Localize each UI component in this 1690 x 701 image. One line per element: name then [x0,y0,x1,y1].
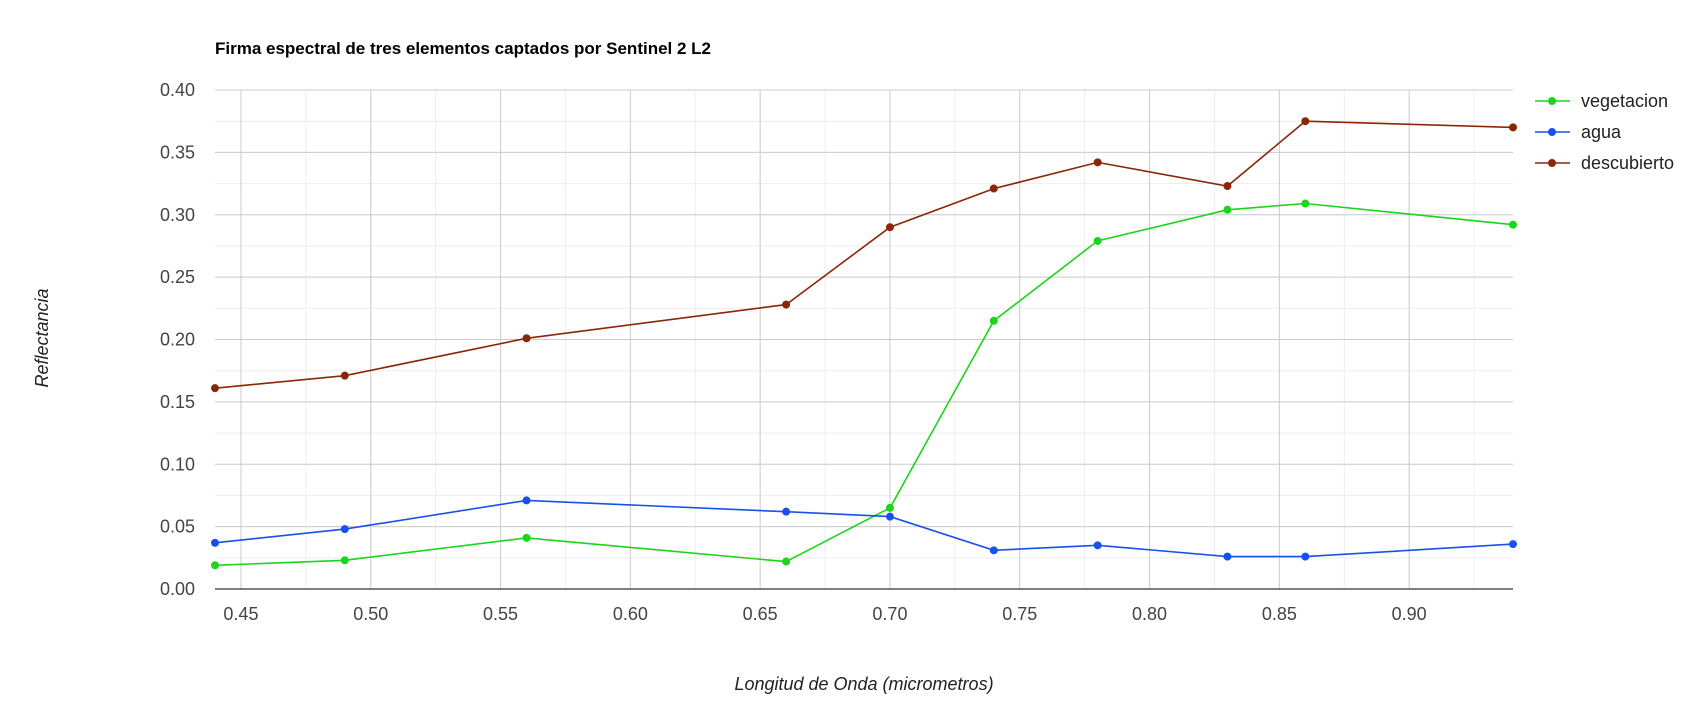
series-line-descubierto [214,120,1514,389]
x-tick-label: 0.85 [1262,604,1297,624]
data-point-descubierto [782,300,791,309]
data-point-agua [1301,552,1310,561]
data-point-descubierto [1223,182,1232,191]
x-tick-label: 0.50 [353,604,388,624]
data-point-agua [211,538,219,547]
data-point-descubierto [989,184,998,193]
x-tick-label: 0.60 [613,604,648,624]
chart-title: Firma espectral de tres elementos captad… [215,39,711,58]
data-point-descubierto [340,371,349,380]
series-vegetacion [211,199,1517,570]
data-point-agua [522,496,531,505]
x-tick-label: 0.65 [743,604,778,624]
data-point-agua [1509,540,1517,549]
data-point-vegetacion [1509,220,1517,229]
data-point-descubierto [1301,117,1310,126]
y-axis-title: Reflectancia [32,288,52,387]
x-axis-title: Longitud de Onda (micrometros) [734,674,993,694]
y-axis-tick-labels: 0.00 0.05 0.10 0.15 0.20 0.25 0.30 0.35 0.40 [160,80,195,599]
x-tick-label: 0.75 [1002,604,1037,624]
legend-label: agua [1581,122,1622,142]
data-point-agua [1093,541,1102,550]
data-point-agua [885,512,894,521]
y-tick-label: 0.20 [160,330,195,350]
y-tick-label: 0.30 [160,205,195,225]
data-point-agua [782,507,791,516]
data-point-descubierto [885,223,894,232]
data-point-descubierto [1509,123,1517,132]
series-line-agua [214,499,1514,558]
y-tick-label: 0.05 [160,517,195,537]
series-line-vegetacion [214,202,1514,567]
series-agua [211,496,1517,561]
legend-label: vegetacion [1581,91,1668,111]
x-tick-label: 0.80 [1132,604,1167,624]
y-tick-label: 0.00 [160,579,195,599]
y-tick-label: 0.35 [160,142,195,162]
legend-item-vegetacion: vegetacion [1535,91,1668,111]
data-point-agua [989,546,998,555]
data-point-vegetacion [782,557,791,566]
data-point-agua [1223,552,1232,561]
x-tick-label: 0.70 [872,604,907,624]
legend-item-agua: agua [1535,122,1622,142]
x-tick-label: 0.55 [483,604,518,624]
data-point-vegetacion [1223,205,1232,214]
data-point-vegetacion [885,503,894,512]
x-tick-label: 0.90 [1392,604,1427,624]
legend-label: descubierto [1581,153,1674,173]
data-point-descubierto [211,384,219,393]
data-point-vegetacion [340,556,349,565]
y-tick-label: 0.10 [160,454,195,474]
data-point-descubierto [1093,158,1102,167]
data-point-vegetacion [1301,199,1310,208]
data-point-vegetacion [211,561,219,570]
data-point-vegetacion [522,533,531,542]
series-descubierto [211,117,1517,393]
data-point-agua [340,525,349,534]
data-point-vegetacion [1093,236,1102,245]
data-point-vegetacion [989,316,998,325]
major-gridlines [215,89,1513,589]
y-tick-label: 0.40 [160,80,195,100]
y-tick-label: 0.15 [160,392,195,412]
legend-swatch-marker [1548,128,1556,136]
x-axis-tick-labels: 0.45 0.50 0.55 0.60 0.65 0.70 0.75 0.80 0.85 0.90 [223,604,1426,624]
series-layer [211,117,1517,570]
legend-swatch-marker [1548,159,1556,167]
legend-swatch-marker [1548,97,1556,105]
legend: vegetacion agua descubierto [1535,91,1674,173]
y-tick-label: 0.25 [160,267,195,287]
legend-item-descubierto: descubierto [1535,153,1674,173]
x-tick-label: 0.45 [223,604,258,624]
data-point-descubierto [522,334,531,343]
